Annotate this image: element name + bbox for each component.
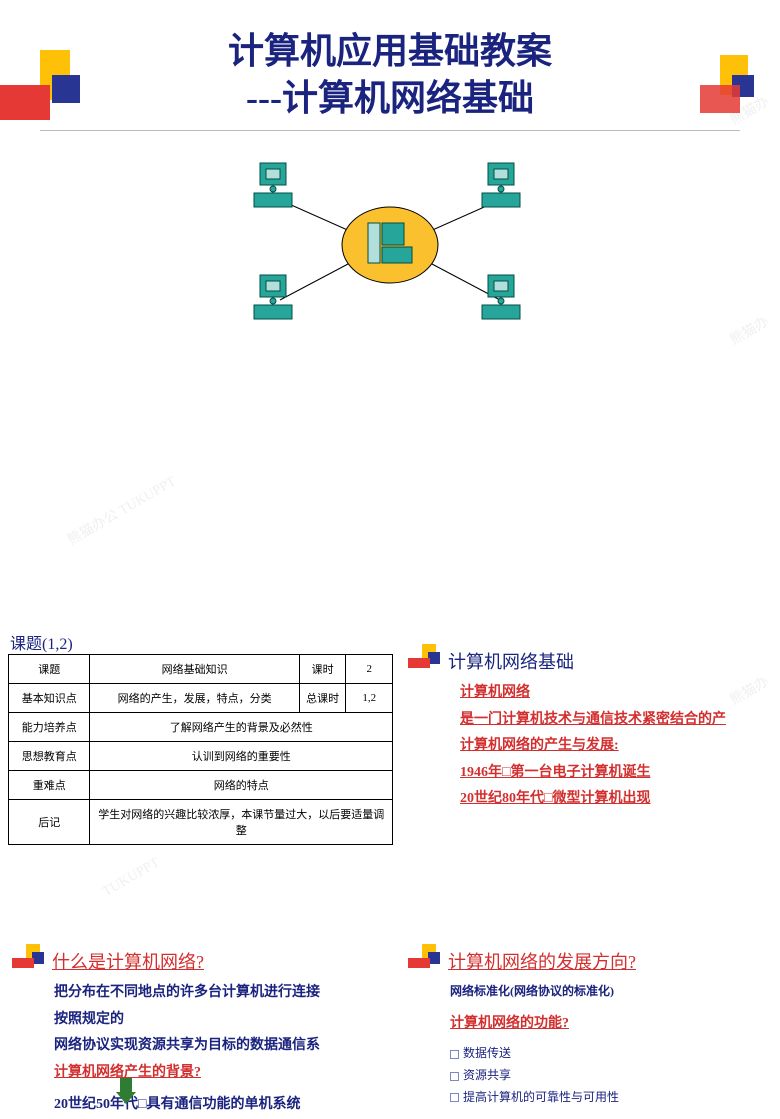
- content-line: 计算机网络产生的背景?: [54, 1060, 402, 1087]
- content-line: 按照规定的: [54, 1007, 402, 1034]
- section-heading: 什么是计算机网络?: [22, 948, 402, 974]
- table-row: 思想教育点 认训到网络的重要性: [9, 742, 393, 771]
- bullet-decoration-icon: [408, 644, 444, 672]
- bullet-item: 资源共享: [450, 1065, 778, 1087]
- content-line: 计算机网络的功能?: [450, 1011, 778, 1038]
- section-header: 计算机网络基础: [418, 648, 778, 674]
- bullet-icon: [450, 1050, 459, 1059]
- table-cell: 能力培养点: [9, 713, 90, 742]
- table-cell: 网络的特点: [90, 771, 393, 800]
- content-line: 20世纪50年代□具有通信功能的单机系统: [54, 1092, 402, 1119]
- section-header: 什么是计算机网络?: [22, 948, 402, 974]
- topic-section: 课题(1,2) 课题 网络基础知识 课时 2 基本知识点 网络的产生，发展，特点…: [8, 630, 403, 845]
- table-cell: 了解网络产生的背景及必然性: [90, 713, 393, 742]
- table-cell: 重难点: [9, 771, 90, 800]
- content-line: 网络协议实现资源共享为目标的数据通信系: [54, 1033, 402, 1060]
- direction-section: 计算机网络的发展方向? 网络标准化(网络协议的标准化) 计算机网络的功能? 数据…: [418, 948, 778, 1108]
- computer-icon: [482, 275, 520, 319]
- table-row: 重难点 网络的特点: [9, 771, 393, 800]
- section-heading: 计算机网络的发展方向?: [418, 948, 778, 974]
- table-cell: 网络的产生，发展，特点，分类: [90, 684, 299, 713]
- table-cell: 思想教育点: [9, 742, 90, 771]
- table-cell: 认训到网络的重要性: [90, 742, 393, 771]
- computer-icon: [254, 163, 292, 207]
- what-section: 什么是计算机网络? 把分布在不同地点的许多台计算机进行连接 按照规定的 网络协议…: [22, 948, 402, 1119]
- bullet-item: 提高计算机的可靠性与可用性: [450, 1087, 778, 1109]
- basics-section: 计算机网络基础 计算机网络 是一门计算机技术与通信技术紧密结合的产 计算机网络的…: [418, 648, 778, 813]
- bullet-icon: [450, 1093, 459, 1102]
- bullet-decoration-icon: [12, 944, 48, 972]
- table-cell: 课时: [299, 655, 346, 684]
- table-cell: 网络基础知识: [90, 655, 299, 684]
- bullet-decoration-icon: [408, 944, 444, 972]
- content-line: 把分布在不同地点的许多台计算机进行连接: [54, 980, 402, 1007]
- section-heading: 计算机网络基础: [418, 648, 778, 674]
- content-line: 20世纪80年代□微型计算机出现: [460, 786, 778, 813]
- table-row: 基本知识点 网络的产生，发展，特点，分类 总课时 1,2: [9, 684, 393, 713]
- table-cell: 学生对网络的兴趣比较浓厚，本课节量过大，以后要适量调整: [90, 800, 393, 845]
- content-line: 计算机网络: [460, 680, 778, 707]
- content-line: 1946年□第一台电子计算机诞生: [460, 760, 778, 787]
- topic-label: 课题(1,2): [8, 630, 403, 654]
- watermark: TUKUPPT: [100, 855, 163, 900]
- slide-title: 计算机应用基础教案 ---计算机网络基础: [0, 0, 780, 560]
- content-line: 是一门计算机技术与通信技术紧密结合的产: [460, 707, 778, 734]
- table-cell: 2: [346, 655, 393, 684]
- title-line-1: 计算机应用基础教案: [0, 28, 780, 75]
- bullet-text: 提高计算机的可靠性与可用性: [463, 1090, 619, 1104]
- content-line: 网络标准化(网络协议的标准化): [450, 980, 778, 1003]
- table-cell: 总课时: [299, 684, 346, 713]
- bullet-text: 数据传送: [463, 1046, 511, 1060]
- table-row: 后记 学生对网络的兴趣比较浓厚，本课节量过大，以后要适量调整: [9, 800, 393, 845]
- page-title: 计算机应用基础教案 ---计算机网络基础: [0, 28, 780, 122]
- table-cell: 1,2: [346, 684, 393, 713]
- lesson-table: 课题 网络基础知识 课时 2 基本知识点 网络的产生，发展，特点，分类 总课时 …: [8, 654, 393, 845]
- title-underline: [40, 130, 740, 131]
- table-row: 课题 网络基础知识 课时 2: [9, 655, 393, 684]
- table-cell: 后记: [9, 800, 90, 845]
- bullet-item: 数据传送: [450, 1043, 778, 1065]
- arrow-down-icon: [120, 1078, 132, 1094]
- computer-icon: [254, 275, 292, 319]
- computer-icon: [482, 163, 520, 207]
- bullet-icon: [450, 1072, 459, 1081]
- bullet-text: 资源共享: [463, 1068, 511, 1082]
- network-diagram: [210, 145, 570, 345]
- table-cell: 课题: [9, 655, 90, 684]
- table-row: 能力培养点 了解网络产生的背景及必然性: [9, 713, 393, 742]
- table-cell: 基本知识点: [9, 684, 90, 713]
- title-line-2: ---计算机网络基础: [0, 75, 780, 122]
- section-header: 计算机网络的发展方向?: [418, 948, 778, 974]
- content-line: 计算机网络的产生与发展:: [460, 733, 778, 760]
